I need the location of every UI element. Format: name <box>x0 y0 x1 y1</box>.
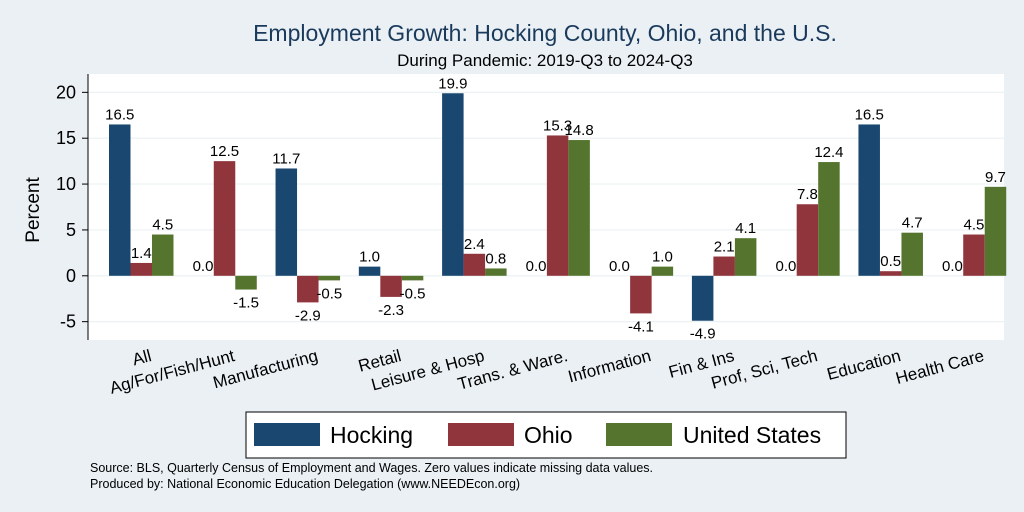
bar-united-states-manufacturing <box>318 275 341 281</box>
data-label: 9.7 <box>985 169 1006 186</box>
bar-hocking-education <box>858 124 880 276</box>
bar-hocking-leisure-hosp <box>442 93 464 276</box>
data-label: 14.8 <box>565 122 594 139</box>
data-label: 16.5 <box>855 106 884 123</box>
data-label: 4.5 <box>964 217 985 234</box>
bar-united-states-all <box>152 234 174 276</box>
y-tick-label: 5 <box>66 220 76 240</box>
bar-united-states-fin-ins <box>734 238 757 276</box>
plot-area <box>88 74 1004 340</box>
data-label: 12.5 <box>210 143 239 160</box>
data-label: 0.0 <box>526 258 547 275</box>
data-labels: 16.51.44.50.012.5-1.511.7-2.9-0.51.0-2.3… <box>105 75 1006 342</box>
bar-ohio-fin-ins <box>713 256 735 276</box>
y-axis-label: Percent <box>23 177 44 243</box>
data-label: -2.9 <box>295 307 321 324</box>
y-tick-label: 0 <box>66 266 76 286</box>
bar-ohio-health-care <box>963 234 985 276</box>
legend-label-ohio: Ohio <box>524 422 573 448</box>
bar-united-states-education <box>901 232 923 276</box>
legend-box <box>245 411 847 459</box>
bar-united-states-health-care <box>984 186 1007 276</box>
data-label: 12.4 <box>814 144 843 161</box>
footer-produced-by: Produced by: National Economic Education… <box>90 477 520 491</box>
legend-label-hocking: Hocking <box>330 422 413 448</box>
bar-united-states-retail <box>401 275 424 281</box>
y-tick-label: 10 <box>56 174 76 194</box>
legend-label-united-states: United States <box>683 422 821 448</box>
y-tick-label: 20 <box>56 82 76 102</box>
data-label: -2.3 <box>378 302 404 319</box>
data-label: 0.5 <box>880 253 901 270</box>
bar-united-states-prof-sci-tech <box>818 162 840 276</box>
bar-ohio-education <box>879 271 902 276</box>
data-label: 15.3 <box>543 117 572 134</box>
data-label: -4.9 <box>690 326 716 343</box>
data-label: 4.1 <box>735 220 756 237</box>
data-label: -1.5 <box>233 295 259 312</box>
data-label: 11.7 <box>272 150 300 167</box>
bar-ohio-trans-ware <box>546 135 569 276</box>
y-axis: 20 15 10 5 0 -5 <box>56 74 89 340</box>
gridlines <box>88 91 1004 323</box>
y-tick-label: 15 <box>56 128 76 148</box>
footer-source: Source: BLS, Quarterly Census of Employm… <box>90 461 653 475</box>
x-tick-label: Health Care <box>894 346 987 388</box>
y-tick-label: -5 <box>60 312 76 332</box>
bar-hocking-retail <box>358 266 381 276</box>
chart-title: Employment Growth: Hocking County, Ohio,… <box>253 20 837 46</box>
bars <box>109 93 1007 321</box>
bar-ohio-information <box>630 275 652 314</box>
data-label: -4.1 <box>628 318 654 335</box>
bar-ohio-ag-for-fish-hunt <box>213 161 236 276</box>
data-label: 2.4 <box>464 236 485 253</box>
data-label: 0.0 <box>193 258 214 275</box>
bar-united-states-trans-ware <box>568 140 590 276</box>
legend-swatch-hocking <box>254 423 320 446</box>
data-label: -0.5 <box>316 285 342 302</box>
bar-ohio-leisure-hosp <box>463 253 486 276</box>
data-label: 4.7 <box>902 215 923 232</box>
data-label: 7.8 <box>797 186 818 203</box>
data-label: 0.8 <box>485 250 506 267</box>
data-label: 0.0 <box>609 258 630 275</box>
data-label: 1.4 <box>131 245 152 262</box>
data-label: -0.5 <box>400 285 426 302</box>
data-label: 1.0 <box>359 249 380 266</box>
legend-swatch-ohio <box>448 423 514 446</box>
data-label: 19.9 <box>438 75 467 92</box>
bar-united-states-ag-for-fish-hunt <box>235 275 257 290</box>
bar-hocking-all <box>109 124 131 276</box>
bar-hocking-fin-ins <box>691 275 714 321</box>
bar-united-states-leisure-hosp <box>485 268 507 276</box>
data-label: 1.0 <box>652 249 673 266</box>
bar-united-states-information <box>651 266 674 276</box>
bar-ohio-manufacturing <box>297 275 319 303</box>
legend-swatch-united-states <box>606 423 672 446</box>
bar-ohio-all <box>130 262 152 276</box>
chart-subtitle: During Pandemic: 2019-Q3 to 2024-Q3 <box>397 51 693 70</box>
data-label: 16.5 <box>105 106 134 123</box>
bar-ohio-prof-sci-tech <box>796 204 819 276</box>
bar-ohio-retail <box>380 275 402 297</box>
data-label: 2.1 <box>714 239 735 256</box>
bar-hocking-manufacturing <box>275 168 298 276</box>
x-tick-label: All <box>130 346 153 369</box>
x-tick-label: Information <box>566 346 653 386</box>
x-tick-label: Education <box>825 346 903 384</box>
legend: Hocking Ohio United States <box>245 411 847 459</box>
data-label: 0.0 <box>776 258 797 275</box>
data-label: 0.0 <box>942 258 963 275</box>
data-label: 4.5 <box>152 217 173 234</box>
